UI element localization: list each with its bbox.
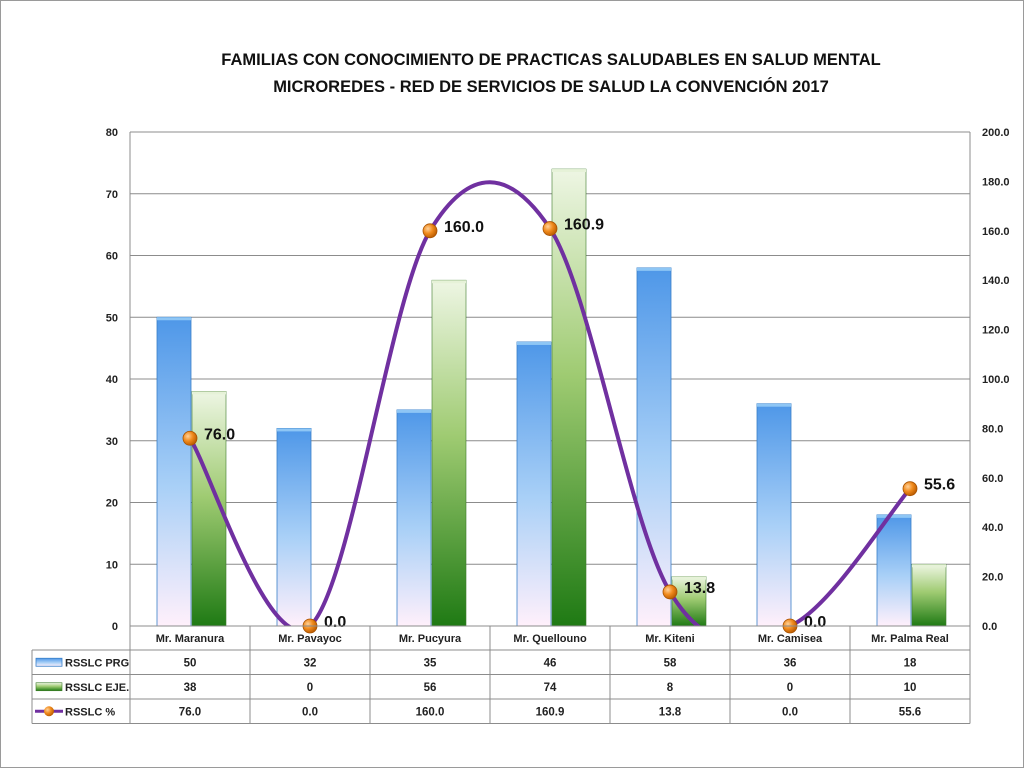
y-left-tick-label: 70 — [106, 189, 118, 201]
bar-rsslc-eje-cap — [672, 576, 706, 580]
table-cell: 0.0 — [302, 706, 318, 718]
table-cell: 38 — [184, 682, 197, 694]
data-table: Mr. Maranura Mr. Pavayoc Mr. Pucyura Mr. Qu… — [31, 625, 971, 724]
legend-key-rsslc-prg — [35, 657, 63, 667]
marker-rsslc-percent — [902, 481, 918, 497]
table-cell: 35 — [424, 657, 437, 669]
bar-rsslc-prg — [156, 316, 192, 627]
table-cell: 18 — [904, 657, 917, 669]
data-label-rsslc-percent: 76.0 — [204, 426, 235, 443]
table-cell: 0 — [787, 682, 793, 694]
line-rsslc-percent — [188, 180, 912, 626]
bar-rsslc-prg-cap — [277, 428, 311, 432]
bar-rsslc-eje — [911, 563, 947, 627]
table-cell: 160.9 — [536, 706, 565, 718]
data-label-rsslc-percent: 0.0 — [804, 614, 826, 631]
y-left-tick-label: 50 — [106, 312, 118, 324]
bar-rsslc-prg-cap — [877, 514, 911, 518]
chart-title: FAMILIAS CON CONOCIMIENTO DE PRACTICAS S… — [221, 51, 881, 69]
y-right-tick-label: 100.0 — [982, 374, 1010, 386]
table-row-label: RSSLC PRG — [65, 657, 129, 669]
x-category-label: Mr. Quellouno — [513, 633, 587, 645]
y-right-tick-label: 140.0 — [982, 275, 1010, 287]
table-row-label: RSSLC % — [65, 706, 115, 718]
x-category-label: Mr. Maranura — [156, 633, 225, 645]
x-category-label: Mr. Pavayoc — [278, 633, 342, 645]
y-left-tick-label: 80 — [106, 127, 118, 139]
table-cell: 13.8 — [659, 706, 682, 718]
bar-rsslc-prg-cap — [637, 267, 671, 271]
table-cell: 0.0 — [782, 706, 798, 718]
bar-rsslc-prg-cap — [397, 409, 431, 413]
table-cell: 50 — [184, 657, 197, 669]
marker-rsslc-percent — [422, 223, 438, 239]
table-cell: 56 — [424, 682, 437, 694]
table-cell: 55.6 — [899, 706, 921, 718]
table-cell: 76.0 — [179, 706, 201, 718]
y-right-tick-label: 80.0 — [982, 423, 1003, 435]
y-right-tick-label: 0.0 — [982, 621, 997, 633]
marker-rsslc-percent — [542, 221, 558, 236]
y-right-tick-label: 60.0 — [982, 473, 1003, 485]
y-left-tick-label: 40 — [106, 374, 118, 386]
bars — [156, 168, 947, 627]
bar-rsslc-prg — [276, 427, 312, 627]
bar-rsslc-prg — [876, 514, 912, 627]
table-cell: 46 — [544, 657, 557, 669]
bar-rsslc-eje-cap — [912, 564, 946, 568]
x-category-label: Mr. Kiteni — [645, 633, 695, 645]
y-right-tick-label: 200.0 — [982, 127, 1010, 139]
bar-rsslc-eje — [431, 279, 467, 627]
axes: 0 10 20 30 40 50 60 70 80 0.0 20.0 40.0 60.0 80.0 100.… — [106, 127, 1010, 633]
bar-rsslc-eje-cap — [432, 280, 466, 284]
bar-rsslc-eje-cap — [192, 391, 226, 395]
marker-rsslc-percent — [662, 584, 678, 600]
bar-rsslc-prg — [396, 409, 432, 627]
bar-rsslc-prg-cap — [517, 341, 551, 345]
y-left-tick-label: 60 — [106, 251, 118, 263]
table-cell: 58 — [664, 657, 677, 669]
legend-key-rsslc-eje — [35, 682, 63, 692]
table-cell: 36 — [784, 657, 797, 669]
y-left-tick-label: 30 — [106, 436, 118, 448]
y-left-tick-label: 20 — [106, 498, 118, 510]
bar-rsslc-prg — [756, 403, 792, 627]
data-label-rsslc-percent: 13.8 — [684, 580, 715, 597]
table-cell: 32 — [304, 657, 317, 669]
data-label-rsslc-percent: 0.0 — [324, 614, 346, 631]
y-right-tick-label: 160.0 — [982, 226, 1010, 238]
y-right-tick-label: 120.0 — [982, 325, 1010, 337]
percent-line: 76.0 0.0 160.0 160.9 13.8 0.0 55.6 — [182, 180, 955, 634]
table-cell: 0 — [307, 682, 313, 694]
legend-key-rsslc-percent-marker — [44, 706, 54, 717]
y-right-tick-label: 40.0 — [982, 522, 1003, 534]
bar-rsslc-eje-cap — [552, 169, 586, 173]
table-cell: 10 — [904, 682, 917, 694]
chart-subtitle: MICROREDES - RED DE SERVICIOS DE SALUD L… — [273, 78, 829, 96]
bar-rsslc-prg-cap — [757, 403, 791, 407]
x-category-label: Mr. Palma Real — [871, 633, 949, 645]
data-label-rsslc-percent: 160.0 — [444, 219, 484, 236]
table-cell: 8 — [667, 682, 674, 694]
marker-rsslc-percent — [182, 430, 198, 446]
y-right-tick-label: 20.0 — [982, 572, 1003, 584]
x-category-label: Mr. Camisea — [758, 633, 823, 645]
x-category-label: Mr. Pucyura — [399, 633, 462, 645]
bar-rsslc-prg-cap — [157, 317, 191, 321]
y-right-tick-label: 180.0 — [982, 176, 1010, 188]
table-row-label: RSSLC EJE. — [65, 682, 129, 694]
table-cell: 74 — [544, 682, 557, 694]
table-cell: 160.0 — [416, 706, 445, 718]
data-label-rsslc-percent: 160.9 — [564, 217, 604, 234]
y-left-tick-label: 0 — [112, 621, 118, 633]
y-left-tick-label: 10 — [106, 559, 118, 571]
bar-rsslc-prg — [636, 267, 672, 627]
bar-rsslc-prg — [516, 341, 552, 627]
data-label-rsslc-percent: 55.6 — [924, 477, 955, 494]
